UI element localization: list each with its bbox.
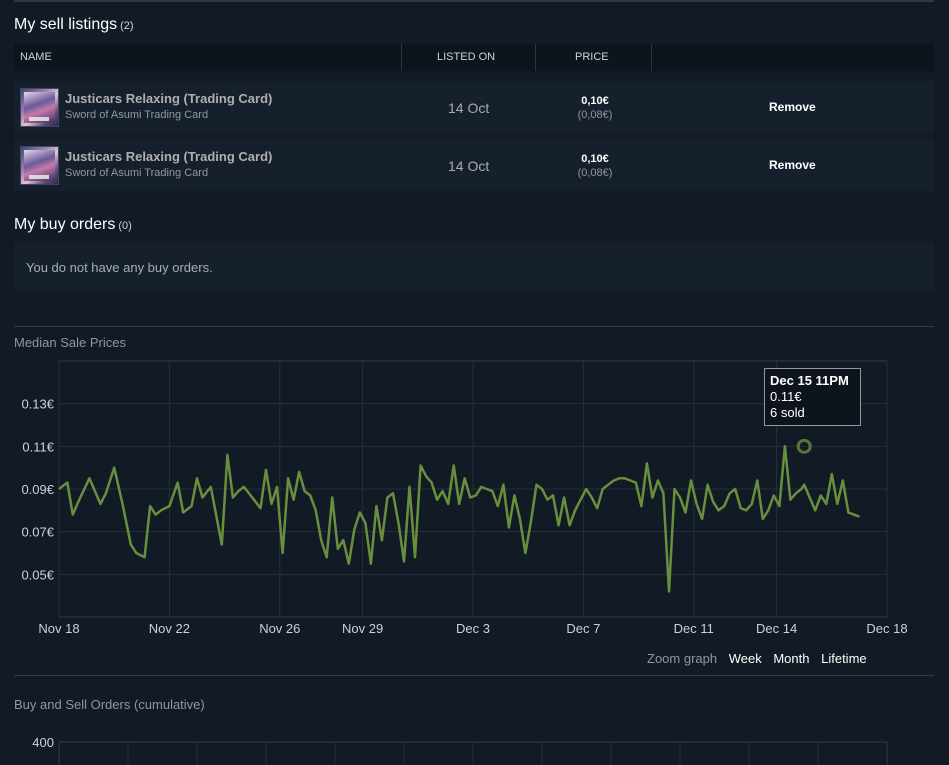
zoom-controls: Zoom graph Week Month Lifetime: [647, 651, 867, 666]
item-game: Sword of Asumi Trading Card: [65, 109, 209, 121]
sell-listings-title: My sell listings (2): [14, 16, 134, 34]
highlight-point: [796, 438, 812, 454]
sell-listings-count: (2): [120, 20, 134, 32]
item-thumbnail[interactable]: [20, 146, 59, 185]
header-separator: [651, 44, 652, 71]
x-tick-label: Dec 7: [566, 621, 600, 636]
x-tick-label: Dec 14: [756, 621, 797, 636]
buy-orders-title: My buy orders (0): [14, 216, 132, 234]
buy-orders-empty: You do not have any buy orders.: [14, 243, 934, 291]
x-tick-label: Nov 29: [342, 621, 383, 636]
zoom-month-button[interactable]: Month: [773, 651, 810, 666]
listing-price: 0,10€: [581, 153, 609, 165]
header-name: NAME: [20, 51, 52, 63]
x-tick-label: Dec 11: [674, 621, 714, 636]
x-tick-label: Dec 18: [866, 621, 907, 636]
buy-orders-count: (0): [118, 220, 132, 232]
item-game: Sword of Asumi Trading Card: [65, 167, 209, 179]
x-tick-label: Dec 3: [456, 621, 490, 636]
chart-tooltip: Dec 15 11PM 0.11€ 6 sold: [764, 368, 861, 426]
top-divider: [14, 0, 934, 2]
y-tick-label: 0.13€: [21, 397, 54, 412]
tooltip-date: Dec 15 11PM: [770, 373, 849, 388]
listings-table-header: NAME LISTED ON PRICE: [14, 44, 934, 71]
zoom-label: Zoom graph: [647, 651, 718, 666]
x-tick-label: Nov 18: [38, 621, 79, 636]
item-thumbnail[interactable]: [20, 88, 59, 127]
x-tick-label: Nov 26: [259, 621, 300, 636]
y-tick-label: 0.09€: [21, 482, 54, 497]
header-separator: [535, 44, 536, 71]
header-listed-on: LISTED ON: [437, 51, 496, 63]
zoom-week-button[interactable]: Week: [728, 651, 762, 666]
tooltip-volume: 6 sold: [770, 405, 805, 420]
listed-date: 14 Oct: [448, 100, 490, 116]
tooltip-price: 0.11€: [770, 389, 802, 404]
y-tick-label: 0.07€: [21, 525, 54, 540]
median-chart-title: Median Sale Prices: [14, 335, 126, 350]
orders-y-tick-label: 400: [32, 735, 54, 750]
median-price-line: [58, 445, 860, 593]
buy-orders-empty-text: You do not have any buy orders.: [26, 260, 213, 275]
listing-price: 0,10€: [581, 95, 609, 107]
remove-listing-button[interactable]: Remove: [769, 100, 816, 114]
listing-price-net: (0,08€): [577, 109, 613, 121]
item-name[interactable]: Justicars Relaxing (Trading Card): [65, 91, 273, 106]
listing-row: Justicars Relaxing (Trading Card) Sword …: [14, 81, 934, 133]
section-divider: [14, 675, 934, 676]
sell-listings-title-text: My sell listings: [14, 16, 118, 33]
header-price: PRICE: [575, 51, 609, 63]
listing-row: Justicars Relaxing (Trading Card) Sword …: [14, 139, 934, 191]
section-divider: [14, 326, 934, 327]
listing-price-net: (0,08€): [577, 167, 613, 179]
zoom-lifetime-button[interactable]: Lifetime: [821, 651, 867, 666]
header-separator: [401, 44, 402, 71]
item-name[interactable]: Justicars Relaxing (Trading Card): [65, 149, 273, 164]
y-tick-label: 0.05€: [21, 567, 54, 582]
orders-chart-title: Buy and Sell Orders (cumulative): [14, 697, 205, 712]
x-tick-label: Nov 22: [149, 621, 190, 636]
remove-listing-button[interactable]: Remove: [769, 158, 816, 172]
y-tick-label: 0.11€: [22, 439, 54, 454]
buy-orders-title-text: My buy orders: [14, 216, 116, 233]
listed-date: 14 Oct: [448, 158, 490, 174]
